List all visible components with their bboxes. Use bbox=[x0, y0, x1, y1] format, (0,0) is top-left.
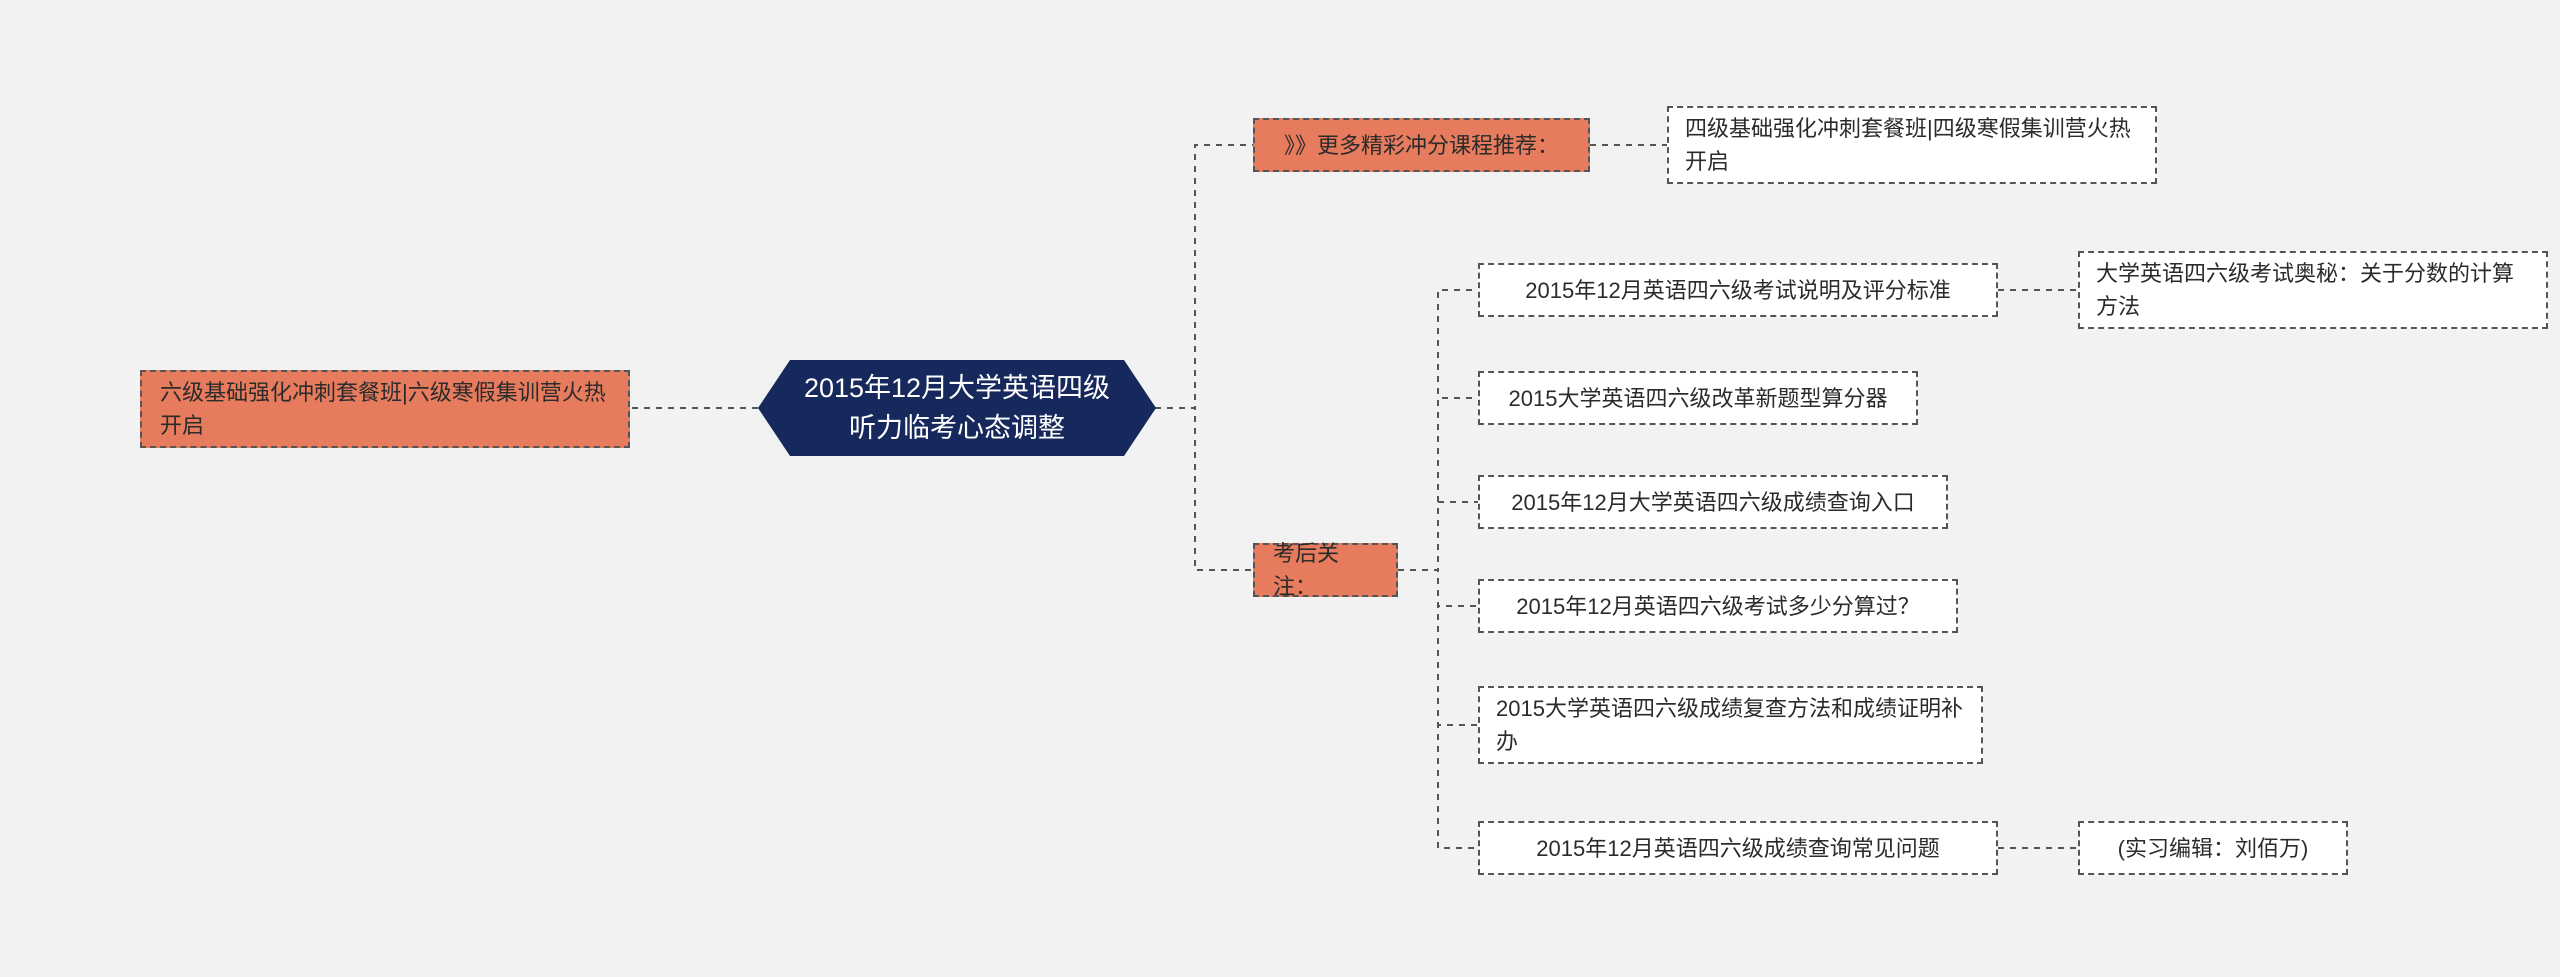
root-title-line1: 2015年12月大学英语四级 bbox=[804, 368, 1110, 409]
right-branch2-node: 考后关注： bbox=[1253, 543, 1398, 597]
left-branch-node: 六级基础强化冲刺套餐班|六级寒假集训营火热开启 bbox=[140, 370, 630, 448]
branch2-child3-label: 2015年12月英语四六级考试多少分算过？ bbox=[1516, 590, 1919, 623]
left-branch-label: 六级基础强化冲刺套餐班|六级寒假集训营火热开启 bbox=[160, 376, 610, 442]
branch2-child5-grandchild: (实习编辑：刘佰万) bbox=[2078, 821, 2348, 875]
branch2-child5-grandchild-label: (实习编辑：刘佰万) bbox=[2118, 832, 2309, 865]
branch2-child5-label: 2015年12月英语四六级成绩查询常见问题 bbox=[1536, 832, 1939, 865]
branch2-child0-grandchild: 大学英语四六级考试奥秘：关于分数的计算方法 bbox=[2078, 251, 2548, 329]
branch2-child5: 2015年12月英语四六级成绩查询常见问题 bbox=[1478, 821, 1998, 875]
right-branch1-node: 》》更多精彩冲分课程推荐： bbox=[1253, 118, 1590, 172]
branch2-child0: 2015年12月英语四六级考试说明及评分标准 bbox=[1478, 263, 1998, 317]
right-branch2-label: 考后关注： bbox=[1273, 537, 1378, 603]
branch2-child1-label: 2015大学英语四六级改革新题型算分器 bbox=[1509, 382, 1888, 415]
branch2-child4-label: 2015大学英语四六级成绩复查方法和成绩证明补办 bbox=[1496, 692, 1965, 758]
branch2-child0-grandchild-label: 大学英语四六级考试奥秘：关于分数的计算方法 bbox=[2096, 257, 2530, 323]
right-branch1-label: 》》更多精彩冲分课程推荐： bbox=[1284, 129, 1559, 162]
branch2-child1: 2015大学英语四六级改革新题型算分器 bbox=[1478, 371, 1918, 425]
branch2-child4: 2015大学英语四六级成绩复查方法和成绩证明补办 bbox=[1478, 686, 1983, 764]
right-branch1-child0: 四级基础强化冲刺套餐班|四级寒假集训营火热开启 bbox=[1667, 106, 2157, 184]
root-title-line2: 听力临考心态调整 bbox=[849, 408, 1065, 449]
branch2-child0-label: 2015年12月英语四六级考试说明及评分标准 bbox=[1525, 274, 1950, 307]
branch2-child2-label: 2015年12月大学英语四六级成绩查询入口 bbox=[1511, 486, 1914, 519]
right-branch1-child0-label: 四级基础强化冲刺套餐班|四级寒假集训营火热开启 bbox=[1685, 112, 2139, 178]
branch2-child2: 2015年12月大学英语四六级成绩查询入口 bbox=[1478, 475, 1948, 529]
branch2-child3: 2015年12月英语四六级考试多少分算过？ bbox=[1478, 579, 1958, 633]
root-node: 2015年12月大学英语四级 听力临考心态调整 bbox=[758, 360, 1156, 456]
